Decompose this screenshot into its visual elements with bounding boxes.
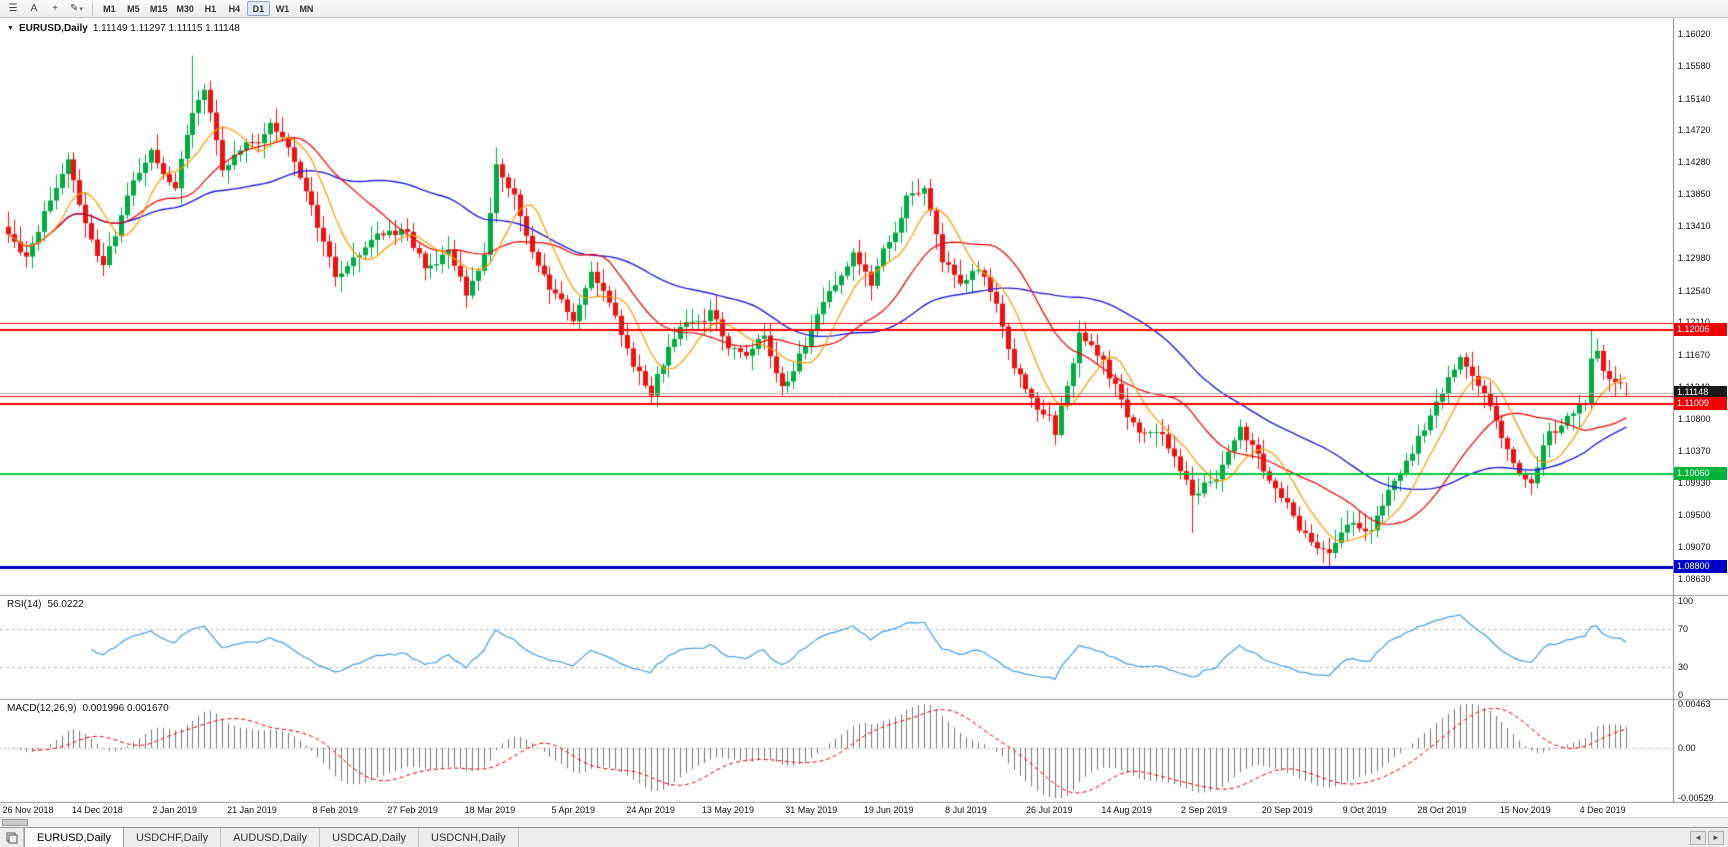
date-axis-label: 31 May 2019: [785, 805, 838, 815]
price-axis-label: 1.10370: [1678, 446, 1711, 456]
price-axis-label: 1.15140: [1678, 94, 1711, 104]
price-axis-label: 1.08630: [1678, 574, 1711, 584]
price-badge-1.12006: 1.12006: [1674, 323, 1727, 336]
price-axis-label: 1.13850: [1678, 189, 1711, 199]
rsi-axis-label: 100: [1678, 596, 1694, 606]
macd-name: MACD(12,26,9): [7, 703, 77, 714]
toolbar-separator: [91, 2, 93, 15]
chart-title: ▼ EURUSD,Daily 1.11149 1.11297 1.11115 1…: [7, 23, 240, 34]
chevron-down-icon: ▾: [79, 5, 83, 13]
timeframe-button-m15[interactable]: M15: [149, 3, 168, 14]
price-axis-label: 1.09500: [1678, 510, 1711, 520]
price-axis-label: 1.12110: [1678, 317, 1710, 327]
price-badge-1.10060: 1.10060: [1674, 467, 1727, 480]
tab-usdcnh-daily[interactable]: USDCNH,Daily: [419, 828, 519, 847]
date-axis-label: 13 May 2019: [701, 805, 754, 815]
scrollbar-thumb[interactable]: [2, 819, 28, 826]
price-axis-label: 1.10800: [1678, 414, 1711, 424]
price-badge-1.08800: 1.08800: [1674, 560, 1727, 573]
price-chart-canvas[interactable]: [0, 18, 1728, 803]
date-axis-label: 4 Dec 2019: [1579, 805, 1626, 815]
date-axis-label: 8 Jul 2019: [945, 805, 987, 815]
price-axis-label: 1.11670: [1678, 350, 1710, 360]
price-axis-label: 1.12980: [1678, 253, 1711, 263]
date-axis-label: 21 Jan 2019: [227, 805, 277, 815]
timeframe-button-h1[interactable]: H1: [204, 3, 217, 14]
chart-menu-icon[interactable]: ☰: [8, 3, 18, 14]
timeframe-button-w1[interactable]: W1: [275, 3, 290, 14]
price-axis-label: 1.09930: [1678, 478, 1711, 488]
tab-nav: ◄ ►: [1690, 828, 1728, 847]
chart-symbol-label: EURUSD,Daily: [18, 23, 88, 34]
date-axis-label: 8 Feb 2019: [312, 805, 359, 815]
date-axis-label: 2 Sep 2019: [1180, 805, 1227, 815]
price-axis-label: 1.14720: [1678, 125, 1711, 135]
timeframe-button-m5[interactable]: M5: [127, 3, 140, 14]
date-axis-label: 26 Nov 2018: [2, 805, 54, 815]
price-axis-label: 1.16020: [1678, 29, 1711, 39]
tab-audusd-daily[interactable]: AUDUSD,Daily: [221, 828, 321, 847]
timeframe-button-m30[interactable]: M30: [176, 3, 194, 14]
date-axis-label: 27 Feb 2019: [387, 805, 438, 815]
time-axis: 26 Nov 2018 14 Dec 2018 2 Jan 2019 21 Jan 2…: [0, 803, 1728, 817]
date-axis-label: 5 Apr 2019: [551, 805, 596, 815]
chart-toolbar: ☰ A + ✎ ▾ M1 M5 M15 M30 H1 H4 D1 W1 MN: [0, 0, 1728, 18]
text-tool-button[interactable]: A: [30, 3, 38, 14]
macd-axis-label: 0.00: [1678, 743, 1696, 753]
price-axis-label: 1.12540: [1678, 286, 1711, 296]
rsi-name: RSI(14): [7, 599, 42, 610]
rsi-label: RSI(14) 56.0222: [7, 599, 84, 610]
date-axis-label: 18 Mar 2019: [464, 805, 516, 815]
price-axis-label: 1.15580: [1678, 61, 1711, 71]
price-axis-label: 1.13410: [1678, 221, 1711, 231]
date-axis-label: 20 Sep 2019: [1261, 805, 1313, 815]
pencil-icon: ✎: [70, 3, 79, 14]
rsi-axis-label: 0: [1678, 690, 1684, 700]
tab-scroll-left-button[interactable]: ◄: [1690, 830, 1706, 845]
chart-tabbar: EURUSD,Daily USDCHF,Daily AUDUSD,Daily USDC…: [0, 827, 1728, 847]
rsi-axis-label: 30: [1678, 662, 1689, 672]
macd-value: 0.001996 0.001670: [82, 703, 169, 714]
macd-label: MACD(12,26,9) 0.001996 0.001670: [7, 703, 169, 714]
date-axis-label: 2 Jan 2019: [152, 805, 197, 815]
date-axis-label: 14 Aug 2019: [1101, 805, 1152, 815]
date-axis-label: 9 Oct 2019: [1342, 805, 1387, 815]
tab-items: EURUSD,Daily USDCHF,Daily AUDUSD,Daily USDC…: [24, 827, 519, 847]
chart-window: ▼ EURUSD,Daily 1.11149 1.11297 1.11115 1…: [0, 18, 1728, 803]
crosshair-tool-button[interactable]: +: [52, 3, 58, 14]
macd-axis-label: 0.00463: [1678, 699, 1711, 709]
date-axis-label: 24 Apr 2019: [626, 805, 675, 815]
macd-axis-label: -0.00529: [1678, 793, 1714, 803]
date-axis-label: 26 Jul 2019: [1025, 805, 1073, 815]
collapse-triangle-icon[interactable]: ▼: [7, 25, 14, 32]
timeframe-button-d1[interactable]: D1: [246, 1, 270, 16]
date-axis-label: 15 Nov 2019: [1499, 805, 1551, 815]
horizontal-scrollbar[interactable]: [0, 817, 1728, 827]
chart-ohlc-values: 1.11149 1.11297 1.11115 1.11148: [92, 23, 240, 34]
tab-usdchf-daily[interactable]: USDCHF,Daily: [124, 828, 222, 847]
date-axis-label: 14 Dec 2018: [71, 805, 123, 815]
timeframe-button-mn[interactable]: MN: [299, 3, 314, 14]
timeframe-button-m1[interactable]: M1: [103, 3, 116, 14]
window-list-icon[interactable]: [0, 828, 24, 847]
price-axis-label: 1.14280: [1678, 157, 1711, 167]
price-badge-1.11009: 1.11009: [1674, 397, 1727, 410]
tab-scroll-right-button[interactable]: ►: [1708, 830, 1724, 845]
price-axis-label: 1.09070: [1678, 542, 1711, 552]
price-badge-1.11148: 1.11148: [1674, 386, 1727, 399]
rsi-value: 56.0222: [47, 599, 84, 610]
rsi-axis-label: 70: [1678, 624, 1689, 634]
draw-tools-button[interactable]: ✎ ▾: [66, 1, 87, 16]
date-axis-label: 28 Oct 2019: [1417, 805, 1467, 815]
date-axis-label: 19 Jun 2019: [863, 805, 914, 815]
timeframe-group: M1 M5 M15 M30 H1 H4 D1 W1 MN: [98, 1, 318, 16]
tab-eurusd-daily[interactable]: EURUSD,Daily: [24, 827, 124, 847]
timeframe-button-h4[interactable]: H4: [228, 3, 241, 14]
tab-usdcad-daily[interactable]: USDCAD,Daily: [320, 828, 420, 847]
